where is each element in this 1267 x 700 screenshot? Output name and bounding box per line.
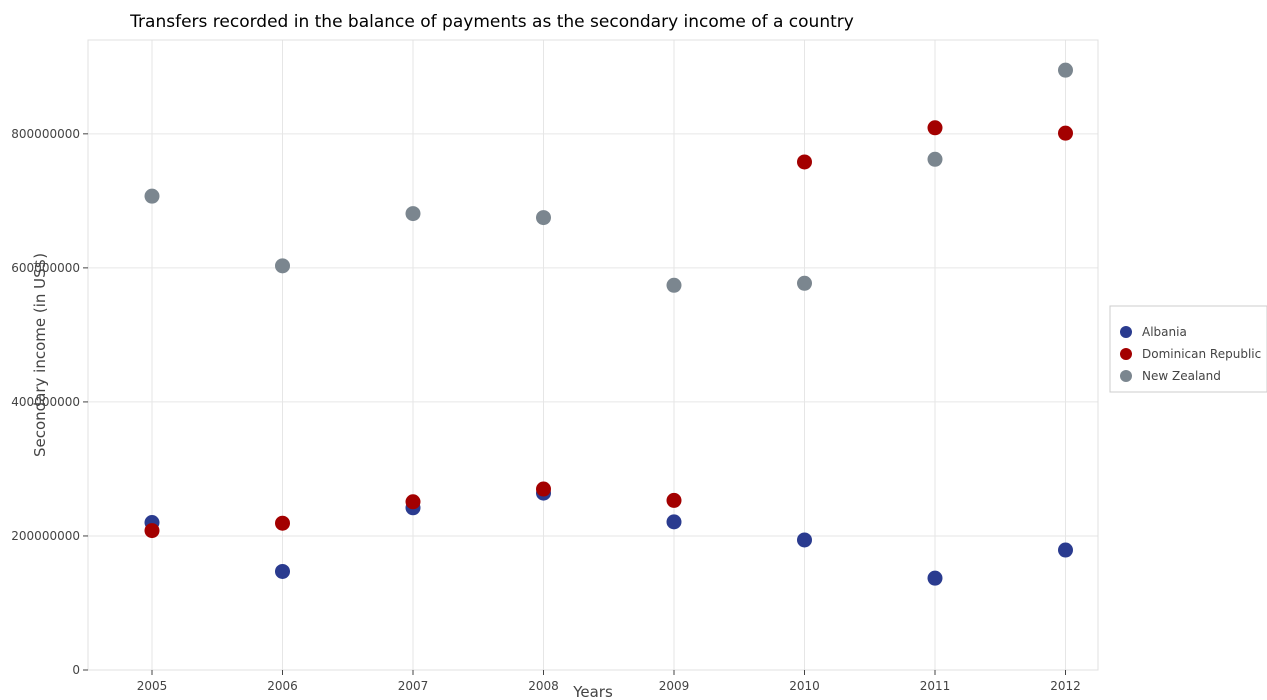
x-axis-label: Years bbox=[572, 683, 613, 700]
y-tick-label: 800000000 bbox=[11, 127, 80, 141]
point-new-zealand bbox=[1058, 62, 1073, 78]
point-dominican-republic bbox=[405, 494, 421, 510]
point-dominican-republic bbox=[1058, 125, 1073, 141]
x-tick-label: 2012 bbox=[1050, 679, 1081, 693]
point-new-zealand bbox=[536, 210, 551, 226]
point-dominican-republic bbox=[927, 120, 943, 136]
x-tick-label: 2005 bbox=[137, 679, 168, 693]
legend-label: Albania bbox=[1142, 325, 1187, 339]
legend-label: New Zealand bbox=[1142, 369, 1221, 383]
point-dominican-republic bbox=[536, 481, 551, 497]
point-dominican-republic bbox=[144, 523, 160, 539]
y-axis-label: Secondary income (in US$) bbox=[31, 253, 49, 457]
y-tick-label: 200000000 bbox=[11, 529, 80, 543]
x-tick-label: 2006 bbox=[267, 679, 298, 693]
y-tick-label: 400000000 bbox=[11, 395, 80, 409]
legend-items: Albania Dominican Republic New Zealand bbox=[1120, 325, 1261, 383]
plot-area bbox=[87, 39, 1099, 671]
point-albania bbox=[666, 514, 682, 530]
x-tick-label: 2007 bbox=[398, 679, 429, 693]
point-dominican-republic bbox=[275, 515, 290, 531]
point-new-zealand bbox=[275, 258, 290, 274]
x-tick-label: 2011 bbox=[920, 679, 951, 693]
point-new-zealand bbox=[144, 188, 160, 204]
point-new-zealand bbox=[927, 151, 943, 167]
legend-box bbox=[1109, 305, 1267, 393]
point-dominican-republic bbox=[797, 154, 812, 170]
y-tick-label: 0 bbox=[72, 663, 80, 677]
legend-marker bbox=[1120, 348, 1132, 360]
x-tick-label: 2008 bbox=[528, 679, 559, 693]
point-dominican-republic bbox=[666, 492, 682, 508]
legend: Albania Dominican Republic New Zealand bbox=[1109, 305, 1267, 393]
point-new-zealand bbox=[797, 275, 812, 291]
marks-layer bbox=[144, 62, 1073, 586]
legend-label: Dominican Republic bbox=[1142, 347, 1261, 361]
legend-marker bbox=[1120, 370, 1132, 382]
point-albania bbox=[275, 563, 290, 579]
x-tick-label: 2009 bbox=[659, 679, 690, 693]
legend-marker bbox=[1120, 326, 1132, 338]
point-albania bbox=[797, 532, 812, 548]
plot-frame bbox=[87, 39, 1099, 671]
point-new-zealand bbox=[666, 277, 682, 293]
chart-title: Transfers recorded in the balance of pay… bbox=[129, 12, 854, 32]
point-albania bbox=[927, 570, 943, 586]
x-axis-ticks: 2005 2006 2007 2008 2009 2010 2011 2012 bbox=[137, 670, 1081, 693]
x-tick-label: 2010 bbox=[789, 679, 820, 693]
grid-layer bbox=[88, 40, 1098, 671]
point-albania bbox=[1058, 542, 1073, 558]
y-axis-ticks: 0 200000000 400000000 600000000 800000000 bbox=[11, 127, 88, 677]
y-tick-label: 600000000 bbox=[11, 261, 80, 275]
point-new-zealand bbox=[405, 206, 421, 222]
